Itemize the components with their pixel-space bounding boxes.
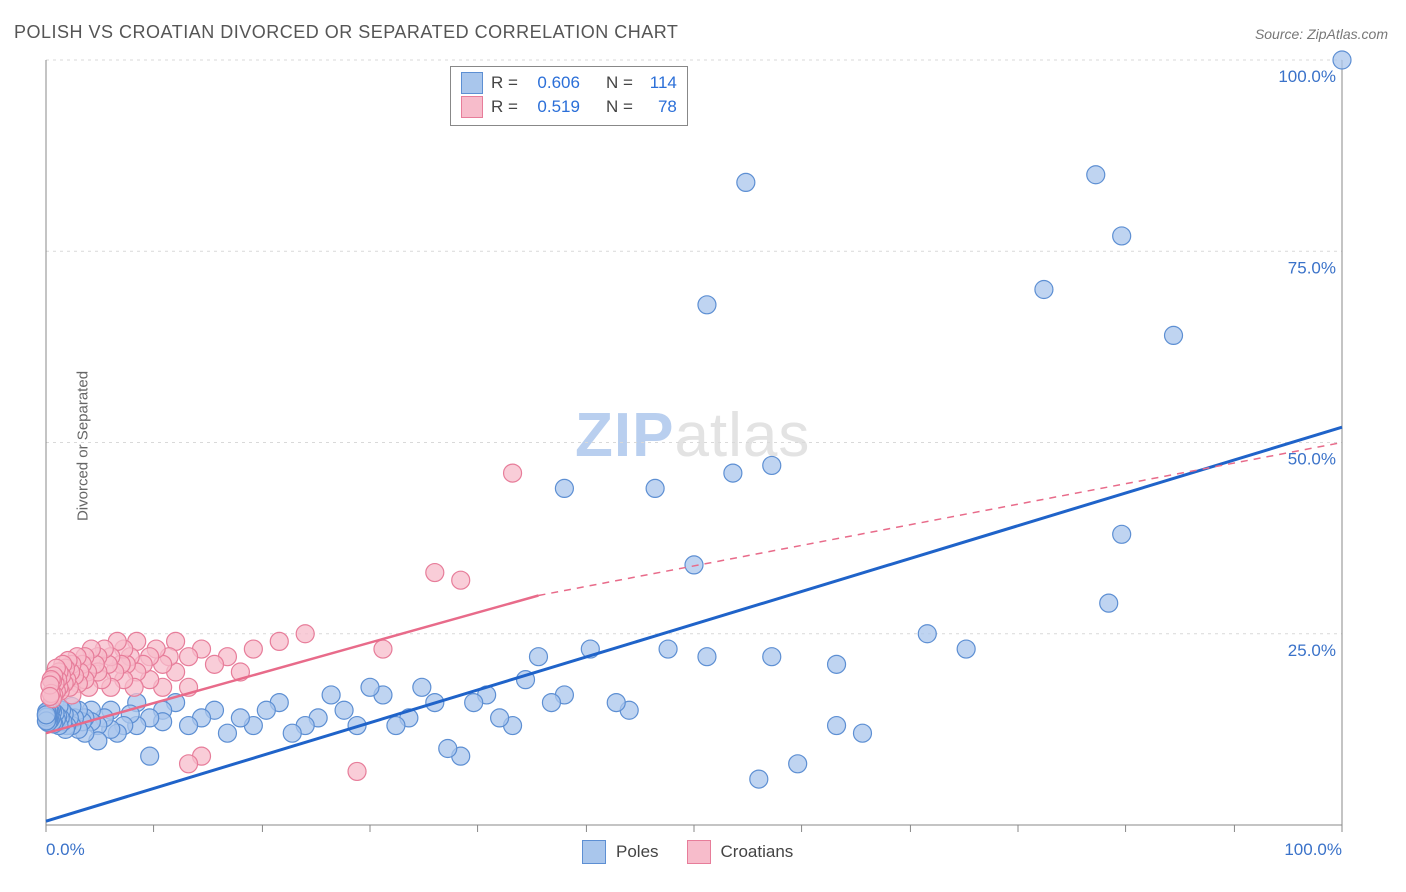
svg-text:0.0%: 0.0% (46, 840, 85, 859)
r-label: R = (491, 71, 518, 95)
swatch-croatians (461, 96, 483, 118)
svg-text:50.0%: 50.0% (1288, 450, 1336, 469)
stats-row-poles: R = 0.606 N = 114 (461, 71, 677, 95)
n-value-poles: 114 (641, 71, 677, 95)
legend-item-poles: Poles (582, 840, 659, 864)
series-legend: Poles Croatians (582, 840, 793, 864)
svg-text:75.0%: 75.0% (1288, 258, 1336, 277)
r-label: R = (491, 95, 518, 119)
n-label: N = (606, 71, 633, 95)
r-value-poles: 0.606 (526, 71, 580, 95)
scatter-chart: 25.0% 50.0% 75.0% 100.0% 0.0% 100.0% (0, 0, 1406, 892)
r-value-croatians: 0.519 (526, 95, 580, 119)
svg-text:100.0%: 100.0% (1278, 67, 1336, 86)
legend-item-croatians: Croatians (687, 840, 794, 864)
stats-legend: R = 0.606 N = 114 R = 0.519 N = 78 (450, 66, 688, 126)
stats-row-croatians: R = 0.519 N = 78 (461, 95, 677, 119)
svg-text:100.0%: 100.0% (1284, 840, 1342, 859)
n-label: N = (606, 95, 633, 119)
swatch-croatians (687, 840, 711, 864)
swatch-poles (582, 840, 606, 864)
legend-label-poles: Poles (616, 842, 659, 862)
legend-label-croatians: Croatians (721, 842, 794, 862)
swatch-poles (461, 72, 483, 94)
n-value-croatians: 78 (641, 95, 677, 119)
svg-text:25.0%: 25.0% (1288, 641, 1336, 660)
